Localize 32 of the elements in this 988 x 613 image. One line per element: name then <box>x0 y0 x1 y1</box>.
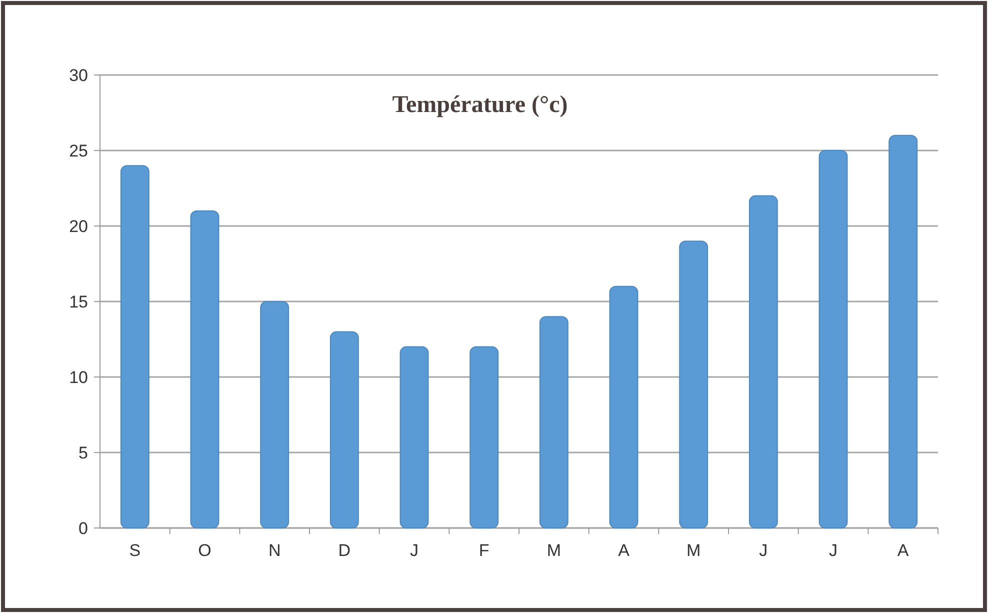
bar <box>120 165 150 528</box>
bar <box>330 331 359 528</box>
x-tick-label: F <box>478 541 490 560</box>
x-tick-label: S <box>129 541 141 560</box>
bar <box>470 346 499 528</box>
x-tick-label: J <box>759 541 768 560</box>
bar <box>609 286 638 528</box>
bar <box>260 301 290 528</box>
y-tick-label: 10 <box>69 368 88 387</box>
x-tick-label: N <box>268 541 281 560</box>
x-tick-label: J <box>410 541 418 560</box>
bar <box>190 210 220 528</box>
bar <box>679 240 708 528</box>
y-tick-label: 0 <box>78 518 88 538</box>
y-tick-label: 30 <box>69 66 88 85</box>
bar <box>539 316 568 528</box>
x-tick-label: A <box>897 541 910 560</box>
x-tick-label: D <box>338 541 351 560</box>
y-tick-label: 15 <box>69 292 88 312</box>
bar <box>748 195 778 528</box>
bar <box>818 150 848 528</box>
y-tick-label: 20 <box>69 216 88 236</box>
y-tick-label: 25 <box>69 141 88 160</box>
x-tick-label: J <box>829 541 838 560</box>
x-tick-label: O <box>198 541 212 560</box>
x-tick-label: M <box>686 541 701 560</box>
bar <box>888 134 918 528</box>
x-tick-label: A <box>618 541 630 560</box>
bar <box>400 346 429 528</box>
text: Température (°c) <box>392 92 568 118</box>
y-tick-label: 5 <box>78 443 88 462</box>
x-tick-label: M <box>546 541 562 560</box>
